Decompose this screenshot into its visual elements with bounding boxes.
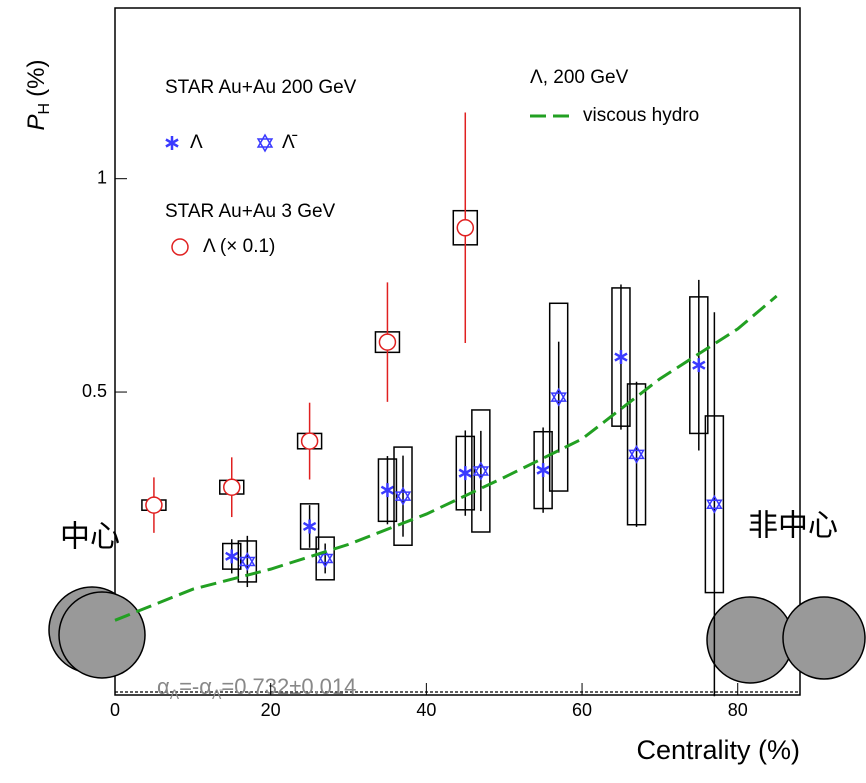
sys-box (315, 536, 335, 581)
model-curve (114, 294, 778, 622)
point (706, 494, 723, 514)
side-label: 非中心 (748, 509, 838, 544)
annotation-part: =0.732±0.014 (221, 674, 356, 699)
point (239, 551, 256, 571)
annotation-part: Λ (170, 686, 180, 702)
legend-label: Λ (190, 132, 203, 153)
legend-swatch (165, 136, 179, 150)
legend-header: STAR Au+Au 200 GeV (165, 77, 357, 98)
sys-box (548, 302, 569, 492)
point (692, 358, 706, 373)
x-tick-label: 20 (261, 700, 281, 720)
x-tick-label: 80 (728, 700, 748, 720)
legend-header: Λ, 200 GeV (530, 67, 629, 88)
annotation: αΛ=-αΛ̄=0.732±0.014 (157, 674, 356, 702)
point (550, 387, 567, 407)
point (316, 548, 334, 568)
y-axis-label: PH (%) (23, 60, 53, 131)
legend-label: Λ̄ (282, 132, 298, 153)
x-tick-label: 40 (416, 700, 436, 720)
point (472, 461, 490, 481)
plot-frame (114, 7, 801, 696)
point (628, 444, 645, 464)
point (394, 486, 412, 506)
point (456, 219, 475, 237)
annotation-part: α (157, 674, 170, 699)
sys-box (393, 446, 413, 546)
x-tick-label: 60 (572, 700, 592, 720)
sys-box (299, 503, 320, 550)
y-label-unit: (%) (23, 60, 50, 97)
point (225, 549, 239, 564)
point (223, 478, 241, 496)
point (614, 350, 628, 365)
peripheral-nuclei (706, 596, 866, 684)
legend-label: Λ (× 0.1) (203, 236, 275, 257)
legend-swatch (171, 238, 189, 256)
point (380, 483, 395, 498)
side-label: 中心 (60, 520, 120, 555)
legend-header: STAR Au+Au 3 GeV (165, 201, 336, 222)
y-label-main: P (23, 114, 50, 130)
x-axis-label: Centrality (%) (636, 735, 800, 765)
point (300, 432, 319, 450)
point (458, 466, 472, 481)
central-nuclei (48, 586, 146, 679)
sys-box (471, 409, 491, 533)
legend-label: viscous hydro (583, 105, 699, 126)
y-label-sub: H (36, 103, 53, 115)
point (302, 519, 317, 534)
annotation-part: Λ̄ (212, 686, 223, 702)
y-tick-label: 0.5 (82, 381, 107, 401)
annotation-part: =-α (179, 674, 212, 699)
point (536, 463, 550, 478)
x-tick-label: 0 (110, 700, 120, 720)
point (378, 333, 397, 351)
legend-swatch (256, 133, 274, 153)
point (145, 496, 163, 514)
y-tick-label: 1 (97, 167, 107, 187)
